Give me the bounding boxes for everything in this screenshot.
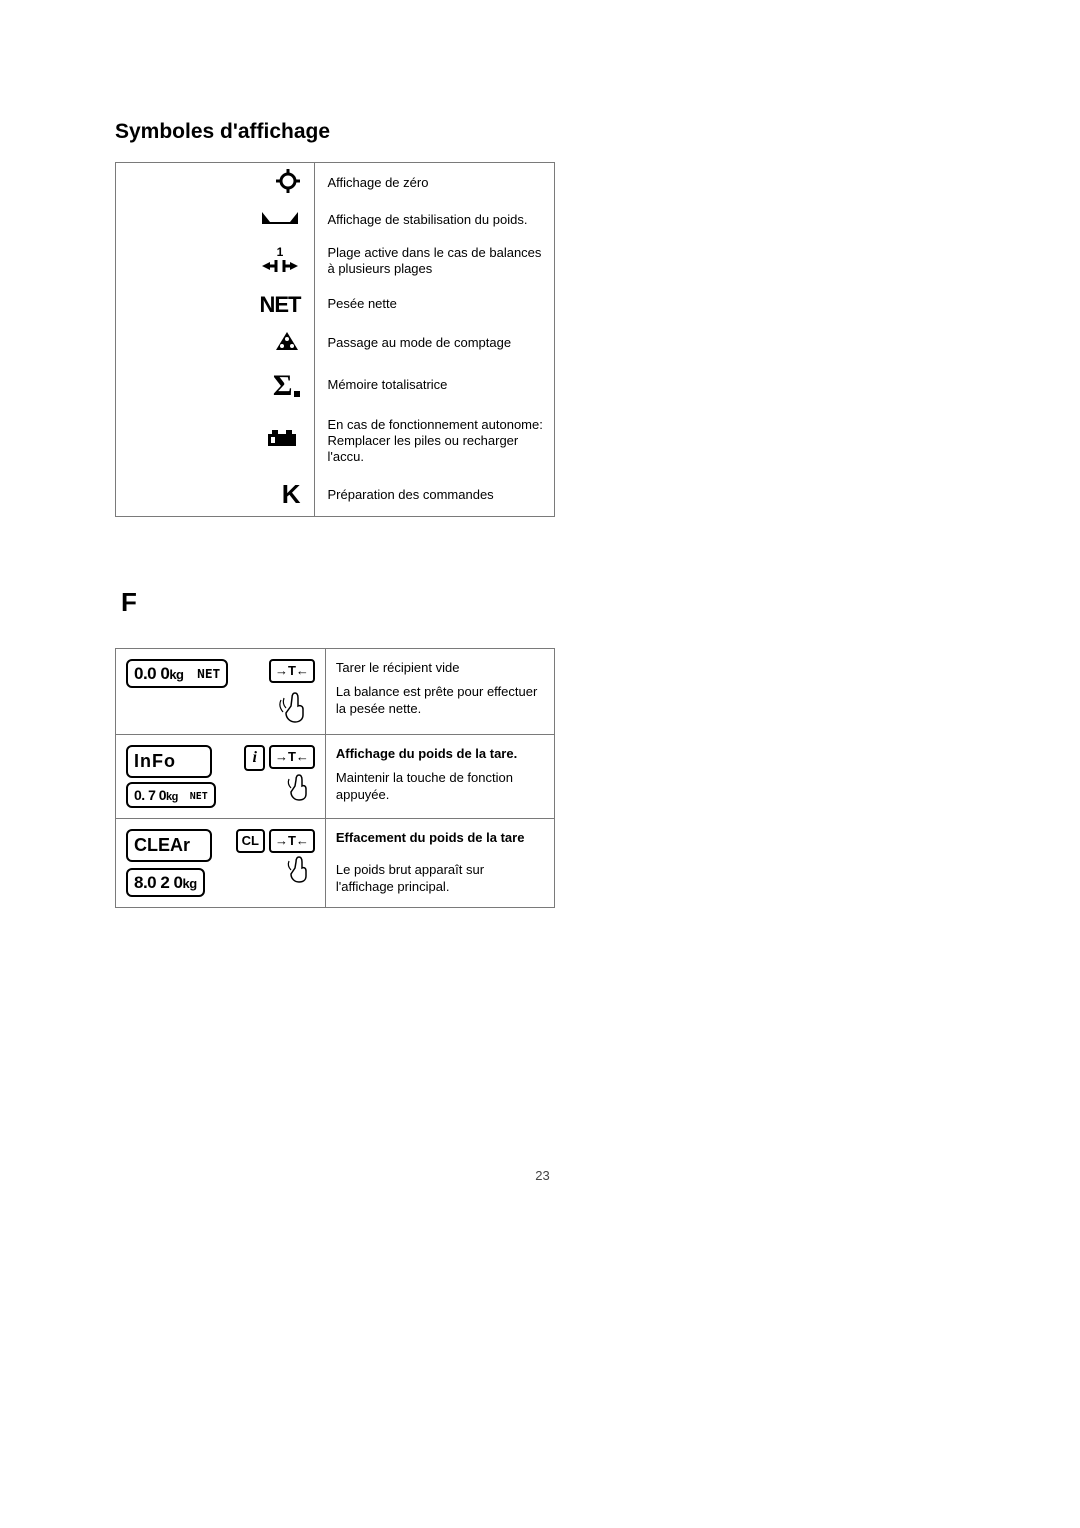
table-row: 0.0 0kg NET →T← Tarer le récipient vide: [116, 649, 555, 735]
info-key: i: [244, 745, 264, 771]
table-row: Affichage de stabilisation du poids.: [116, 204, 555, 237]
page-number: 23: [115, 1168, 970, 1183]
desc-line: Affichage du poids de la tare.: [336, 745, 544, 763]
tare-key: →T←: [269, 659, 315, 683]
pesee-desc-cell: Effacement du poids de la tare Le poids …: [325, 819, 554, 908]
hand-press-icon: [279, 690, 313, 724]
table-row: 1 Plage active dans le cas de balances à…: [116, 237, 555, 286]
symbol-desc: Affichage de stabilisation du poids.: [315, 204, 555, 237]
table-row: Σ Mémoire totalisatrice: [116, 363, 555, 409]
desc-line: Tarer le récipient vide: [336, 659, 544, 677]
hand-press-icon: [285, 772, 315, 802]
stable-icon: [116, 204, 315, 237]
table-row: NET Pesée nette: [116, 286, 555, 324]
lcd-display: 0. 7 0 kg NET: [126, 782, 216, 808]
symbol-desc: Plage active dans le cas de balances à p…: [315, 237, 555, 286]
lcd-display: InFo: [126, 745, 212, 778]
table-row: CLEAr CL →T← 8.0 2 0kg Effa: [116, 819, 555, 908]
svg-text:1: 1: [277, 246, 284, 259]
symbol-desc: Mémoire totalisatrice: [315, 363, 555, 409]
symbols-table: Affichage de zéro Affichage de stabilisa…: [115, 162, 555, 517]
symbol-desc: Affichage de zéro: [315, 163, 555, 205]
desc-line: Le poids brut apparaît sur l'affichage p…: [336, 861, 544, 896]
tare-key: →T←: [269, 829, 315, 853]
tare-key: →T←: [269, 745, 315, 769]
table-row: Passage au mode de comptage: [116, 324, 555, 363]
battery-icon: [116, 409, 315, 474]
symbol-desc: Préparation des commandes: [315, 473, 555, 517]
pesee-desc-cell: Affichage du poids de la tare. Maintenir…: [325, 735, 554, 819]
k-icon: K: [116, 473, 315, 517]
pesee-diagram-cell: CLEAr CL →T← 8.0 2 0kg: [116, 819, 326, 908]
symbol-desc: Pesée nette: [315, 286, 555, 324]
section-marker-f: F: [121, 587, 970, 618]
desc-line: Maintenir la touche de fonction appuyée.: [336, 769, 544, 804]
lcd-display: 0.0 0kg NET: [126, 659, 228, 688]
clear-key: CL: [236, 829, 265, 853]
desc-line: La balance est prête pour effectuer la p…: [336, 683, 544, 718]
table-row: En cas de fonctionnement autonome: Rempl…: [116, 409, 555, 474]
hand-press-icon: [285, 854, 315, 884]
pesee-table: 0.0 0kg NET →T← Tarer le récipient vide: [115, 648, 555, 908]
table-row: K Préparation des commandes: [116, 473, 555, 517]
symbol-desc: En cas de fonctionnement autonome: Rempl…: [315, 409, 555, 474]
range-icon: 1: [116, 237, 315, 286]
sigma-icon: Σ: [116, 363, 315, 409]
table-row: InFo i →T← 0. 7 0 kg NET: [116, 735, 555, 819]
pesee-diagram-cell: InFo i →T← 0. 7 0 kg NET: [116, 735, 326, 819]
table-row: Affichage de zéro: [116, 163, 555, 205]
symbol-desc: Passage au mode de comptage: [315, 324, 555, 363]
page-heading: Symboles d'affichage: [115, 120, 970, 144]
lcd-display: 8.0 2 0kg: [126, 868, 205, 897]
pesee-diagram-cell: 0.0 0kg NET →T←: [116, 649, 326, 735]
pesee-desc-cell: Tarer le récipient vide La balance est p…: [325, 649, 554, 735]
zero-icon: [116, 163, 315, 205]
desc-line: Effacement du poids de la tare: [336, 829, 544, 847]
net-icon: NET: [116, 286, 315, 324]
lcd-display: CLEAr: [126, 829, 212, 862]
count-icon: [116, 324, 315, 363]
